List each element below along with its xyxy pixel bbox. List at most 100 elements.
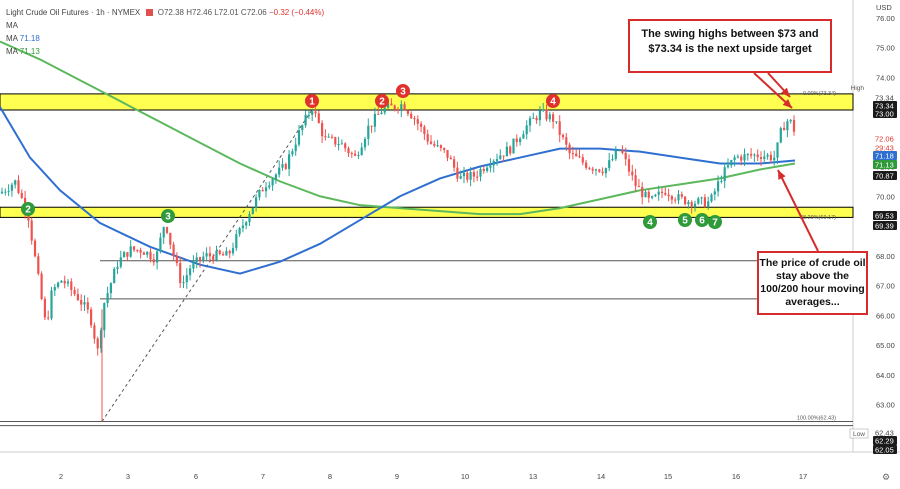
marker-3[interactable]: 3 (161, 209, 175, 223)
candle-body (205, 253, 208, 257)
candle-body (585, 162, 588, 168)
candle-body (499, 155, 502, 160)
ma200-line[interactable] (0, 40, 796, 216)
price-tag: 72.06 (873, 134, 897, 144)
candle-body (624, 152, 627, 160)
candle-body (410, 113, 413, 119)
candle-body (670, 196, 673, 200)
candle-body (14, 180, 17, 185)
marker-4[interactable]: 4 (643, 215, 657, 229)
price-change: −0.32 (−0.44%) (268, 8, 325, 17)
price-tick: 65.00 (876, 341, 895, 350)
candles (0, 98, 796, 422)
time-axis[interactable]: 2 3 6 7 8 9 10 13 14 15 16 17 (59, 472, 807, 481)
currency-label: USD (876, 3, 892, 12)
candle-body (185, 275, 188, 283)
marker-3[interactable]: 3 (396, 84, 410, 98)
low-tag: Low (849, 428, 869, 439)
candle-body (528, 118, 532, 126)
marker-5[interactable]: 5 (678, 213, 692, 227)
price-tag: 73.34 (873, 101, 897, 111)
candle-body (684, 196, 687, 205)
candle-body (542, 109, 545, 111)
candle-body (519, 138, 522, 143)
legend-ma2-row[interactable]: MA 71.18 (6, 32, 324, 45)
candle-body (773, 157, 776, 161)
marker-2[interactable]: 2 (375, 94, 389, 108)
price-tick: 76.00 (876, 14, 895, 23)
marker-7[interactable]: 7 (708, 215, 722, 229)
price-tag-text: 71.13 (875, 161, 894, 170)
candle-body (413, 118, 416, 120)
candle-body (294, 144, 297, 152)
candle-body (393, 105, 396, 110)
candle-body (297, 130, 301, 145)
candle-body (53, 287, 56, 291)
time-tick: 10 (461, 472, 469, 481)
candle-body (370, 125, 373, 127)
candle-body (10, 184, 13, 191)
marker-1[interactable]: 1 (305, 94, 319, 108)
candle-body (27, 211, 30, 221)
marker-circle (161, 209, 175, 223)
candle-body (548, 114, 551, 120)
candle-body (228, 250, 231, 254)
candle-body (83, 302, 86, 305)
marker-label: 7 (712, 218, 718, 229)
legend-ma1-row[interactable]: MA (6, 19, 324, 32)
candle-body (443, 147, 446, 150)
time-tick: 8 (328, 472, 332, 481)
candle-body (334, 137, 337, 145)
candle-body (255, 197, 258, 208)
candle-body (703, 197, 706, 207)
candle-body (241, 225, 244, 229)
candle-body (182, 282, 185, 284)
candle-body (159, 237, 162, 252)
candle-body (429, 141, 433, 144)
candle-body (377, 113, 380, 115)
candle-body (743, 154, 746, 161)
candle-body (726, 165, 730, 168)
candle-body (756, 154, 759, 158)
candle-body (50, 290, 53, 319)
marker-label: 3 (165, 212, 171, 223)
callout-arrow-1 (753, 72, 793, 109)
candle-body (690, 201, 693, 207)
candle-body (792, 119, 796, 132)
candle-body (495, 159, 499, 161)
candle-body (505, 146, 508, 157)
price-tag: 69.39 (873, 221, 897, 231)
marker-4[interactable]: 4 (546, 94, 560, 108)
price-tag-text: 62.43 (875, 429, 894, 438)
candle-body (192, 261, 195, 269)
callout-upside-target: The swing highs between $73 and $73.34 i… (628, 19, 832, 73)
ma100-line[interactable] (0, 106, 796, 275)
marker-label: 5 (682, 216, 688, 227)
candle-body (288, 154, 291, 169)
candle-body (7, 190, 10, 192)
candle-body (202, 256, 205, 261)
marker-6[interactable]: 6 (695, 213, 709, 227)
candle-body (238, 228, 241, 235)
legend-ma3-row[interactable]: MA 71.13 (6, 45, 324, 58)
candle-body (86, 302, 89, 310)
candle-body (522, 134, 525, 139)
candle-body (195, 257, 198, 262)
marker-2[interactable]: 2 (21, 202, 35, 216)
candle-body (578, 156, 581, 158)
price-tag: 62.29 (873, 436, 897, 446)
candle-body (245, 222, 248, 226)
candle-body (344, 143, 347, 149)
candle-body (651, 196, 654, 198)
symbol-title[interactable]: Light Crude Oil Futures · 1h · NYMEX (6, 8, 141, 17)
candle-body (608, 160, 611, 169)
price-tick: 63.00 (876, 401, 895, 410)
candle-body (627, 159, 631, 172)
time-tick: 16 (732, 472, 740, 481)
candle-body (126, 252, 129, 257)
candle-body (0, 191, 4, 194)
candle-body (466, 172, 469, 180)
candle-body (314, 111, 317, 114)
candle-body (30, 220, 33, 241)
